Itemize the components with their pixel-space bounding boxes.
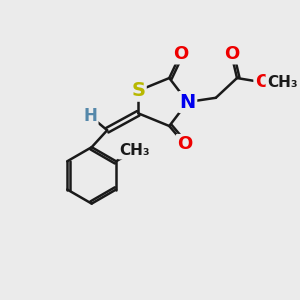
Text: O: O (224, 45, 239, 63)
Text: S: S (131, 81, 145, 100)
Text: O: O (177, 135, 192, 153)
Text: O: O (173, 45, 188, 63)
Text: H: H (83, 107, 97, 125)
Text: CH₃: CH₃ (267, 75, 298, 90)
Text: O: O (255, 73, 270, 91)
Text: N: N (179, 92, 196, 112)
Text: CH₃: CH₃ (119, 143, 150, 158)
